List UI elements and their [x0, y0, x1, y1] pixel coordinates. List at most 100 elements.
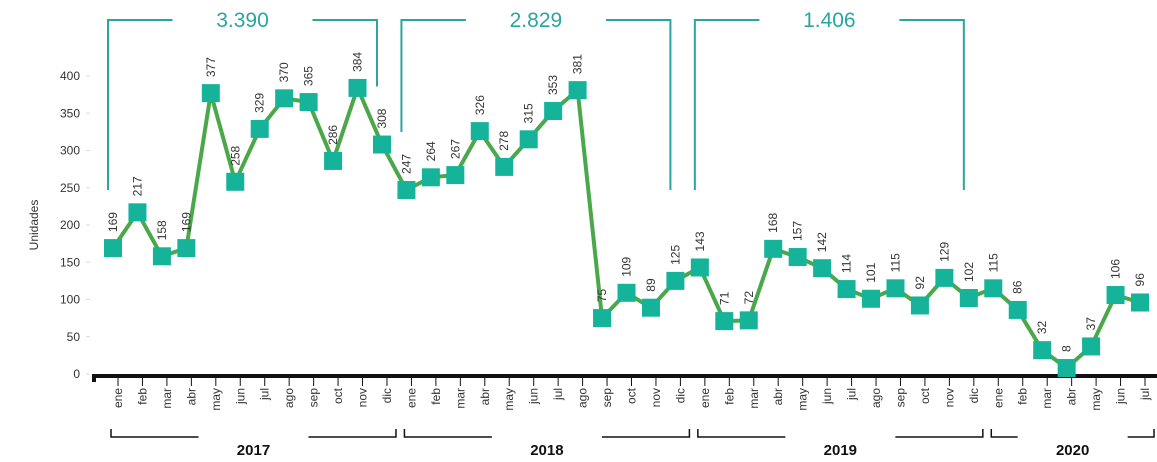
marker [617, 283, 636, 302]
x-tick-label: nov [356, 388, 370, 407]
marker [201, 84, 220, 103]
marker [862, 289, 881, 308]
data-label: 157 [791, 221, 805, 241]
x-tick-label: jun [1114, 388, 1128, 405]
marker [495, 157, 514, 176]
marker [177, 239, 196, 258]
data-label: 258 [228, 145, 242, 165]
x-tick-label: jun [233, 388, 247, 405]
data-label: 158 [155, 220, 169, 240]
year-bracket [990, 429, 1155, 438]
y-tick-label: 250 [60, 181, 80, 195]
year-bracket [697, 429, 984, 438]
data-label: 114 [840, 254, 854, 273]
y-tick-label: 50 [67, 330, 81, 344]
x-tick-label: ago [869, 388, 883, 408]
x-tick-label: dic [380, 388, 394, 403]
x-tick-label: jul [1138, 388, 1152, 401]
marker [690, 258, 709, 277]
marker [446, 166, 465, 185]
marker [739, 311, 758, 330]
data-label: 101 [864, 262, 878, 282]
data-label: 8 [1060, 345, 1074, 352]
marker [1057, 359, 1076, 378]
x-tick-label: feb [135, 388, 149, 405]
x-tick-label: jul [258, 388, 272, 401]
y-tick-label: 150 [60, 255, 80, 269]
x-tick-label: ene [404, 388, 418, 408]
year-bracket [110, 429, 397, 438]
year-label: 2020 [1056, 442, 1089, 457]
data-label: 142 [815, 232, 829, 252]
x-tick-label: abr [771, 388, 785, 405]
x-tick-label: ene [991, 388, 1005, 408]
marker [984, 279, 1003, 298]
y-tick-label: 400 [60, 69, 80, 83]
x-tick-label: oct [331, 387, 345, 404]
data-label: 125 [668, 245, 682, 265]
data-label: 326 [473, 95, 487, 115]
data-label: 169 [179, 212, 193, 232]
data-label: 308 [375, 108, 389, 128]
marker [788, 248, 807, 267]
y-tick-label: 100 [60, 293, 80, 307]
x-tick-label: may [209, 388, 223, 411]
marker [666, 271, 685, 290]
y-tick-label: 0 [73, 367, 80, 381]
x-tick-label: nov [942, 388, 956, 407]
data-label: 365 [302, 66, 316, 86]
marker [641, 298, 660, 317]
x-tick-label: sep [307, 388, 321, 408]
x-tick-label: jun [527, 388, 541, 405]
data-label: 370 [277, 62, 291, 82]
x-tick-label: ene [698, 388, 712, 408]
data-label: 115 [986, 253, 1000, 272]
marker [764, 239, 783, 258]
year-bracket [403, 429, 691, 438]
x-tick-label: abr [1065, 388, 1079, 405]
annotation: 2.829 [510, 9, 563, 32]
data-label: 89 [644, 278, 658, 292]
marker [935, 268, 954, 287]
data-label: 168 [766, 212, 780, 232]
data-label: 353 [546, 75, 560, 95]
data-label: 377 [204, 57, 218, 77]
data-label: 381 [571, 54, 585, 74]
data-label: 329 [253, 93, 267, 113]
data-label: 102 [962, 262, 976, 282]
marker [250, 119, 269, 138]
x-tick-label: may [1089, 388, 1103, 411]
x-tick-label: abr [478, 388, 492, 405]
marker [1033, 341, 1052, 360]
data-label: 92 [913, 276, 927, 290]
x-tick-label: sep [600, 388, 614, 408]
x-tick-label: feb [429, 388, 443, 405]
x-tick-label: dic [673, 388, 687, 403]
data-label: 71 [717, 291, 731, 305]
data-label: 278 [497, 131, 511, 151]
y-tick-label: 200 [60, 218, 80, 232]
annotation-bracket [400, 19, 672, 190]
marker [519, 130, 538, 149]
x-tick-label: dic [967, 388, 981, 403]
data-label: 86 [1011, 280, 1025, 294]
x-tick-label: mar [1040, 388, 1054, 409]
year-label: 2019 [824, 442, 857, 457]
data-label: 109 [620, 256, 634, 276]
marker [372, 135, 391, 154]
marker [813, 259, 832, 278]
x-tick-label: nov [649, 388, 663, 407]
marker [1082, 337, 1101, 356]
x-tick-label: oct [625, 387, 639, 404]
marker [299, 93, 318, 112]
x-tick-label: may [502, 388, 516, 411]
y-tick-label: 300 [60, 144, 80, 158]
marker [593, 309, 612, 328]
marker [104, 239, 122, 258]
annotation-bracket [693, 19, 965, 190]
marker [910, 296, 929, 315]
x-tick-label: jul [845, 388, 859, 401]
marker [715, 312, 734, 331]
marker [568, 81, 587, 100]
data-label: 267 [448, 139, 462, 159]
